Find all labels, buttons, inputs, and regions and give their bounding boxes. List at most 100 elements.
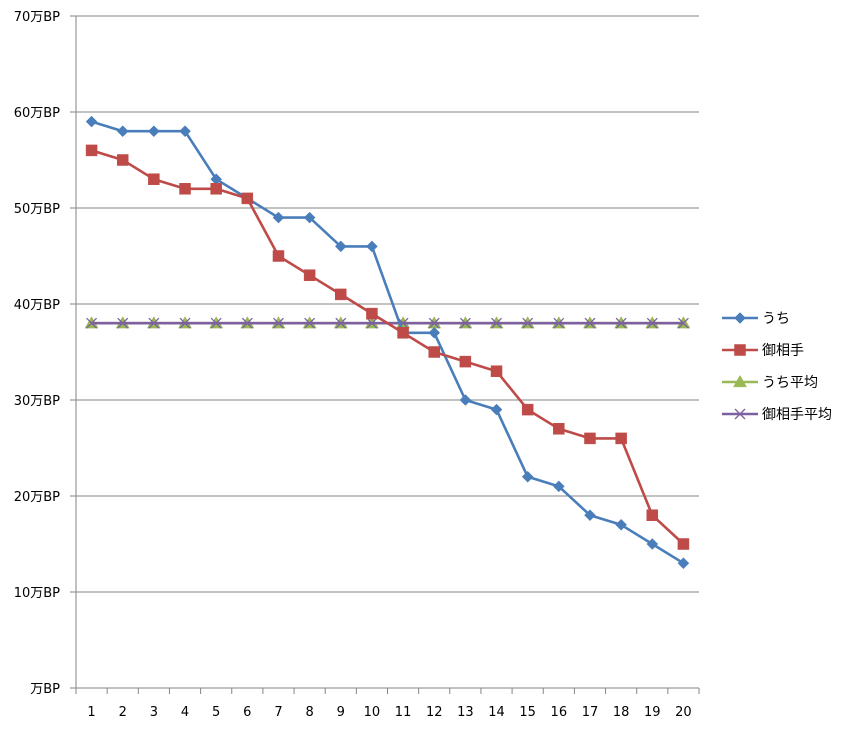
y-axis-tick-labels: 万BP 10万BP 20万BP 30万BP 40万BP 50万BP 60万BP 70万BP bbox=[14, 10, 60, 697]
series-1 bbox=[85, 144, 690, 550]
data-point bbox=[646, 317, 658, 329]
x-marker-stroke bbox=[677, 317, 689, 329]
legend-label: 御相手 bbox=[762, 343, 804, 359]
y-tick-label: 40万BP bbox=[14, 298, 60, 313]
data-point bbox=[490, 403, 503, 416]
x-marker-stroke bbox=[117, 317, 129, 329]
data-point bbox=[366, 307, 378, 320]
plot-area bbox=[84, 115, 691, 570]
y-tick-label: 60万BP bbox=[14, 106, 60, 121]
x-tick-label: 17 bbox=[582, 705, 599, 720]
data-point bbox=[334, 240, 347, 253]
data-point bbox=[117, 317, 129, 329]
data-point bbox=[303, 211, 316, 224]
x-marker-stroke bbox=[366, 317, 378, 329]
data-point bbox=[490, 365, 503, 377]
legend-label: うち平均 bbox=[762, 375, 818, 391]
x-tick-label: 15 bbox=[519, 705, 536, 720]
x-marker-stroke bbox=[335, 317, 347, 329]
x-marker-stroke bbox=[491, 317, 502, 329]
data-point bbox=[241, 192, 254, 205]
series-line bbox=[91, 149, 685, 545]
data-point bbox=[303, 269, 316, 281]
data-point bbox=[522, 317, 534, 329]
legend-entry: うち bbox=[722, 311, 790, 327]
legend-entry: 御相手 bbox=[722, 343, 804, 359]
y-tick-label: 30万BP bbox=[14, 394, 60, 409]
data-point bbox=[86, 317, 98, 329]
data-point bbox=[459, 317, 471, 329]
x-tick-label: 7 bbox=[274, 705, 282, 720]
data-point bbox=[179, 125, 191, 138]
data-point bbox=[397, 327, 409, 339]
x-tick-label: 6 bbox=[243, 705, 251, 720]
data-point bbox=[459, 355, 472, 368]
x-tick-label: 4 bbox=[181, 705, 189, 720]
legend-entry: うち平均 bbox=[722, 374, 818, 391]
x-marker-stroke bbox=[584, 317, 596, 329]
x-axis-tick-labels: 1 2 3 4 5 6 7 8 9 10 11 12 13 14 15 16 17 18 19 20 bbox=[87, 705, 691, 720]
data-point bbox=[179, 183, 191, 195]
x-tick-label: 8 bbox=[305, 705, 313, 720]
x-marker-stroke bbox=[522, 317, 534, 329]
data-point bbox=[677, 317, 689, 329]
data-point bbox=[304, 317, 316, 329]
data-point bbox=[85, 144, 98, 157]
data-point bbox=[148, 317, 160, 329]
x-tick-label: 5 bbox=[212, 705, 220, 720]
series-0 bbox=[85, 115, 690, 570]
data-point bbox=[366, 317, 378, 329]
data-point bbox=[272, 211, 285, 224]
data-point bbox=[116, 154, 129, 166]
x-tick-label: 11 bbox=[395, 705, 412, 720]
x-marker-stroke bbox=[646, 317, 658, 329]
legend-swatch-marker bbox=[734, 408, 746, 420]
x-tick-label: 2 bbox=[119, 705, 127, 720]
data-point bbox=[85, 115, 98, 128]
data-point bbox=[553, 317, 565, 329]
x-marker-stroke bbox=[273, 317, 284, 329]
x-tick-label: 19 bbox=[644, 705, 661, 720]
data-point bbox=[459, 394, 472, 406]
data-point bbox=[210, 317, 222, 329]
data-point bbox=[273, 317, 284, 329]
x-tick-label: 3 bbox=[150, 705, 158, 720]
data-point bbox=[272, 250, 285, 262]
data-point bbox=[366, 240, 378, 253]
data-point bbox=[148, 173, 160, 185]
x-marker-stroke bbox=[304, 317, 316, 329]
data-point bbox=[615, 317, 627, 329]
legend-swatch-marker bbox=[734, 312, 746, 324]
legend-label: 御相手平均 bbox=[762, 407, 832, 423]
x-tick-label: 1 bbox=[87, 705, 95, 720]
y-tick-label: 50万BP bbox=[14, 202, 60, 217]
x-tick-label: 20 bbox=[675, 705, 692, 720]
data-point bbox=[491, 317, 502, 329]
data-point bbox=[615, 432, 627, 445]
data-point bbox=[179, 317, 191, 329]
legend-swatch-marker bbox=[733, 374, 747, 388]
data-point bbox=[584, 509, 596, 522]
legend-label: うち bbox=[762, 311, 790, 327]
x-marker-stroke bbox=[428, 317, 440, 329]
x-marker-stroke bbox=[459, 317, 471, 329]
data-point bbox=[677, 538, 690, 550]
x-marker-stroke bbox=[148, 317, 160, 329]
data-point bbox=[428, 346, 440, 358]
x-marker-stroke bbox=[241, 317, 253, 329]
x-tick-label: 10 bbox=[364, 705, 381, 720]
data-point bbox=[615, 518, 627, 531]
series-line bbox=[91, 120, 685, 565]
data-point bbox=[116, 125, 129, 138]
data-point bbox=[677, 557, 690, 570]
data-point bbox=[148, 125, 160, 138]
x-tick-label: 12 bbox=[426, 705, 443, 720]
data-point bbox=[553, 423, 565, 435]
data-point bbox=[646, 538, 659, 550]
y-tick-label: 20万BP bbox=[14, 490, 60, 505]
data-point bbox=[521, 403, 534, 416]
x-marker-stroke bbox=[734, 408, 746, 420]
gridlines bbox=[76, 15, 699, 593]
data-point bbox=[521, 470, 534, 483]
